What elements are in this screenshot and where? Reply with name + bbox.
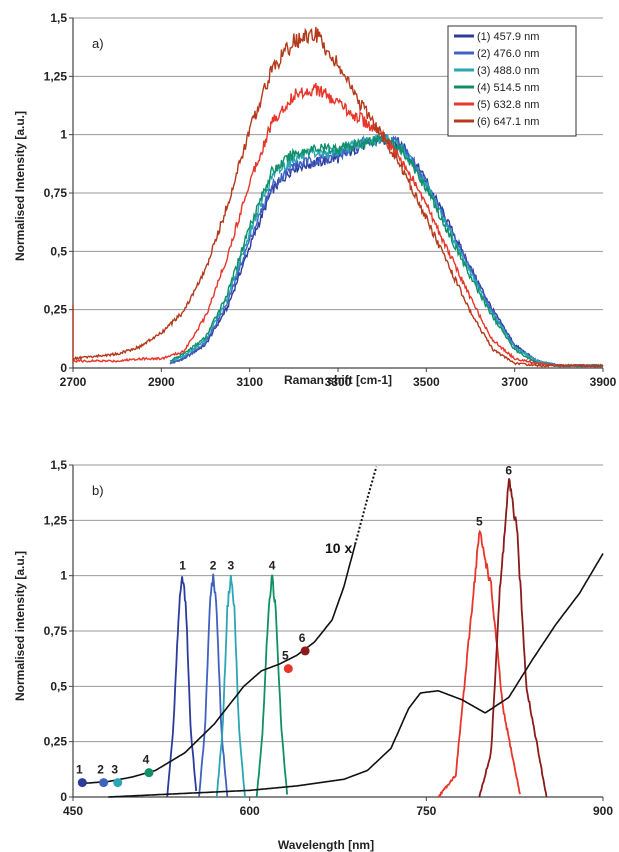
- x-tick-label: 600: [240, 804, 260, 818]
- excitation-point-6: [301, 646, 310, 655]
- peak-label-1: 1: [179, 559, 186, 573]
- peak-label-5: 5: [476, 514, 483, 528]
- chart-b-series: 123456: [79, 463, 603, 797]
- chart-a-y-axis-label: Normalised Intensity [a.u.]: [13, 111, 27, 261]
- y-tick-label: 1,5: [50, 11, 67, 25]
- excitation-label-1: 1: [76, 763, 83, 777]
- excitation-label-6: 6: [299, 631, 306, 645]
- x-tick-label: 3500: [413, 375, 440, 389]
- series-line-1: [170, 134, 603, 367]
- chart-a-x-axis-label: Raman shift [cm-1]: [284, 373, 392, 387]
- y-tick-label: 0: [60, 790, 67, 804]
- excitation-point-2: [99, 778, 108, 787]
- chart-b-annotation: 10 x: [325, 540, 352, 556]
- series-line-3: [170, 132, 603, 367]
- excitation-point-1: [78, 778, 87, 787]
- absorption-curve-10x: [79, 544, 355, 784]
- excitation-label-2: 2: [97, 763, 104, 777]
- legend-entry: (2) 476.0 nm: [477, 48, 539, 60]
- legend-entry: (5) 632.8 nm: [477, 99, 539, 111]
- chart-b-x-axis-label: Wavelength [nm]: [278, 838, 374, 852]
- chart-b-y-axis-label: Normalised intensity [a.u.]: [13, 551, 27, 701]
- chart-a-panel-label: a): [92, 36, 104, 51]
- chart-b: 123456 123456 00,250,50,7511,251,5450600…: [13, 458, 613, 852]
- absorption-curve-10x-dashed: [355, 467, 376, 545]
- y-tick-label: 1,25: [44, 513, 68, 527]
- excitation-point-5: [284, 664, 293, 673]
- y-tick-label: 0,25: [44, 303, 68, 317]
- legend-entry: (3) 488.0 nm: [477, 65, 539, 77]
- peak-label-2: 2: [210, 559, 217, 573]
- excitation-point-3: [113, 778, 122, 787]
- legend-entry: (1) 457.9 nm: [477, 31, 539, 43]
- absorption-curve: [108, 554, 603, 798]
- x-tick-label: 3900: [590, 375, 617, 389]
- x-tick-label: 750: [416, 804, 436, 818]
- excitation-label-3: 3: [111, 763, 118, 777]
- y-tick-label: 0,75: [44, 186, 68, 200]
- excitation-point-4: [144, 768, 153, 777]
- spectrum-line-6: [479, 479, 546, 798]
- peak-label-4: 4: [269, 559, 276, 573]
- chart-b-points: 123 4 56: [76, 631, 310, 787]
- x-tick-label: 3700: [501, 375, 528, 389]
- spectrum-line-2: [199, 574, 227, 797]
- y-tick-label: 0,5: [50, 679, 67, 693]
- chart-a: 00,250,50,7511,251,527002900310033003500…: [13, 11, 617, 389]
- y-tick-label: 0,25: [44, 735, 68, 749]
- x-tick-label: 900: [593, 804, 613, 818]
- y-tick-label: 0: [60, 361, 67, 375]
- y-tick-label: 1: [60, 128, 67, 142]
- excitation-label-5: 5: [282, 649, 289, 663]
- y-tick-label: 1,25: [44, 69, 68, 83]
- y-tick-label: 1: [60, 569, 67, 583]
- y-tick-label: 0,75: [44, 624, 68, 638]
- chart-b-panel-label: b): [92, 483, 104, 498]
- legend-entry: (4) 514.5 nm: [477, 82, 539, 94]
- peak-label-6: 6: [505, 463, 512, 477]
- series-line-2: [170, 132, 603, 366]
- x-tick-label: 2900: [148, 375, 175, 389]
- x-tick-label: 2700: [60, 375, 87, 389]
- y-tick-label: 1,5: [50, 458, 67, 472]
- x-tick-label: 450: [63, 804, 83, 818]
- chart-a-legend: (1) 457.9 nm (2) 476.0 nm (3) 488.0 nm (4) …: [448, 26, 576, 136]
- legend-entry: (6) 647.1 nm: [477, 116, 539, 128]
- chart-b-ticks: 0 0,25 0,5 0,75 1 1,25 1,5 450 600 750 900: [44, 458, 614, 818]
- y-tick-label: 0,5: [50, 244, 67, 258]
- peak-label-3: 3: [227, 559, 234, 573]
- x-tick-label: 3100: [236, 375, 263, 389]
- spectrum-line-5: [438, 532, 520, 797]
- excitation-label-4: 4: [143, 753, 150, 767]
